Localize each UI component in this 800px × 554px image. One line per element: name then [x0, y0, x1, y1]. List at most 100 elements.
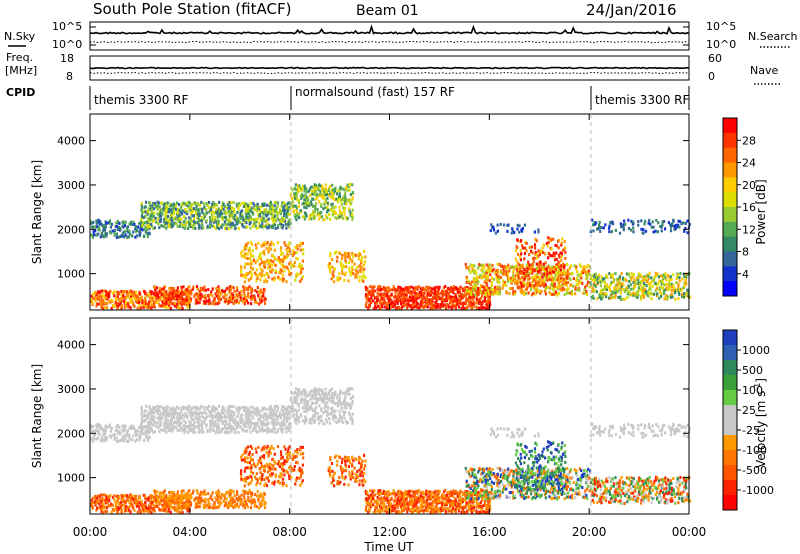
power-cell [479, 286, 482, 290]
power-cell [122, 294, 125, 298]
velocity-cell [218, 404, 221, 408]
power-cell [264, 278, 267, 282]
velocity-cell [94, 429, 97, 433]
power-cell [661, 287, 665, 290]
power-cell [634, 293, 637, 296]
power-cell [115, 232, 118, 236]
power-cell [527, 274, 530, 277]
power-cell [283, 241, 286, 245]
power-cell [635, 278, 638, 282]
velocity-cell [209, 426, 213, 430]
power-cell [331, 209, 335, 213]
power-cell [186, 212, 189, 216]
power-cell [550, 247, 553, 251]
power-cell [341, 263, 344, 267]
power-cell [123, 302, 126, 306]
power-cell [533, 275, 537, 279]
power-cell [644, 219, 647, 223]
velocity-cell [222, 411, 225, 415]
velocity-cell [148, 436, 151, 440]
power-cell [288, 218, 291, 222]
power-cell [195, 301, 199, 305]
velocity-cell [331, 392, 334, 396]
power-cell [320, 215, 324, 219]
power-cell [190, 204, 193, 208]
power-cell [391, 288, 394, 292]
power-cell [560, 276, 563, 280]
power-cell [392, 295, 396, 299]
power-cell [631, 287, 635, 291]
power-cell [160, 201, 163, 205]
power-cell [147, 217, 150, 221]
power-cell [602, 226, 605, 230]
power-cell [190, 292, 193, 296]
power-cell [285, 280, 288, 284]
power-cell [679, 219, 682, 223]
velocity-cell [144, 418, 147, 422]
power-cell [406, 302, 409, 306]
power-cell [548, 252, 551, 255]
velocity-cell [160, 405, 163, 409]
power-cell [520, 252, 523, 256]
power-cell [117, 297, 120, 301]
power-cell [124, 230, 127, 234]
power-cell [94, 229, 97, 233]
power-cell [323, 188, 326, 192]
power-cell [184, 208, 187, 212]
power-cell [204, 296, 207, 300]
power-cell [255, 220, 258, 224]
velocity-cell [285, 416, 288, 420]
velocity-cell [239, 425, 242, 428]
power-cell [185, 203, 188, 207]
power-cell [213, 205, 216, 209]
power-cell [276, 204, 279, 208]
velocity-cell [287, 405, 290, 409]
power-cell [324, 206, 327, 210]
power-cell [621, 297, 624, 301]
velocity-cell [255, 430, 258, 434]
power-cell [136, 306, 139, 310]
power-cell [228, 297, 231, 300]
velocity-cell [347, 389, 350, 392]
power-cell [146, 235, 149, 239]
nsearch-tick-bottom: 10^0 [706, 38, 736, 51]
velocity-cell [140, 418, 143, 422]
power-cell [449, 295, 452, 299]
power-cell [279, 277, 282, 281]
power-cell [187, 297, 190, 301]
power-cell [462, 289, 465, 293]
power-cell [604, 284, 607, 288]
power-cell [257, 241, 260, 245]
power-cell [674, 227, 677, 230]
power-cell [604, 286, 607, 290]
power-cell [580, 276, 583, 280]
power-cell [359, 270, 362, 274]
power-cell [169, 306, 172, 310]
power-cell [437, 305, 440, 309]
power-cell [452, 302, 455, 306]
velocity-cell [272, 422, 275, 426]
power-cell [167, 305, 170, 309]
velocity-cell [338, 399, 341, 402]
power-cell [658, 279, 661, 283]
power-cell [324, 193, 327, 197]
power-cell [520, 264, 523, 268]
velocity-cell [314, 394, 317, 397]
power-cell [470, 264, 473, 268]
power-cell [302, 184, 305, 188]
velocity-cell [157, 411, 160, 414]
power-cell [387, 286, 390, 290]
velocity-cell [346, 392, 349, 396]
velocity-cell [280, 424, 283, 428]
velocity-cell [203, 418, 206, 422]
power-cell [406, 306, 409, 310]
power-cell [97, 225, 101, 229]
power-cell [435, 293, 438, 297]
power-cell [217, 292, 220, 295]
velocity-cell [276, 420, 279, 424]
velocity-cell [279, 416, 282, 420]
power-cell [178, 208, 181, 212]
power-cell [467, 265, 470, 269]
power-cell [141, 228, 144, 232]
power-cell [96, 292, 99, 296]
